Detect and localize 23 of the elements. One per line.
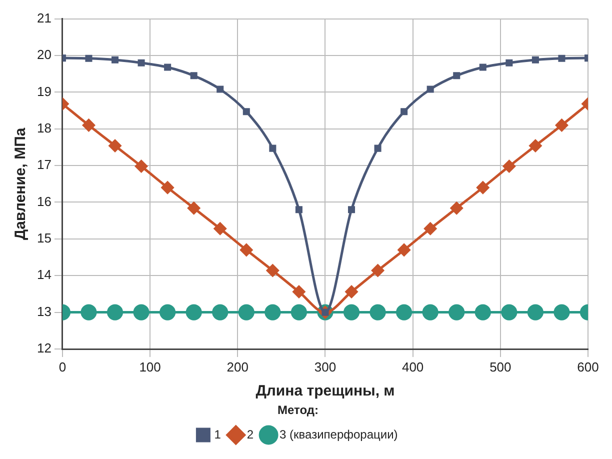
y-tick-label: 13	[36, 304, 52, 319]
x-axis-title: Длина трещины, м	[256, 382, 395, 400]
y-tick-label: 20	[36, 47, 52, 62]
y-tick-label: 16	[36, 194, 52, 209]
y-tick-label: 14	[36, 267, 52, 282]
x-tick-label: 200	[226, 359, 248, 374]
y-tick-label: 18	[36, 120, 52, 136]
y-axis-title: Давление, МПа	[12, 127, 30, 240]
x-tick-label: 300	[314, 359, 336, 374]
y-tick-label: 15	[36, 230, 52, 246]
legend-title: Метод:	[277, 402, 319, 417]
y-tick-label: 21	[36, 10, 52, 26]
y-tick-label: 12	[36, 340, 52, 356]
x-tick-label: 400	[402, 359, 424, 374]
legend-label: 1	[214, 427, 222, 442]
x-tick-label: 500	[490, 359, 512, 374]
y-tick-label: 17	[36, 157, 52, 172]
legend-label: 3 (квазиперфорации)	[280, 427, 398, 442]
legend-label: 2	[246, 427, 254, 442]
x-tick-label: 600	[577, 359, 599, 374]
x-tick-label: 0	[58, 359, 66, 374]
y-tick-label: 19	[36, 84, 52, 99]
x-tick-label: 100	[139, 359, 161, 374]
